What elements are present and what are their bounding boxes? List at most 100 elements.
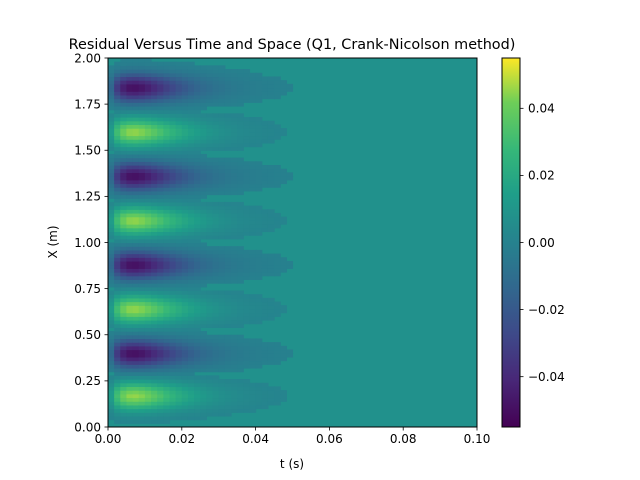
heatmap-cell (138, 364, 146, 369)
heatmap-cell (108, 65, 115, 70)
heatmap-cell (138, 301, 146, 306)
heatmap-cell (132, 91, 140, 96)
heatmap-cell (163, 327, 171, 332)
heatmap-cell (138, 131, 146, 137)
heatmap-cell (132, 65, 140, 70)
heatmap-cell (181, 360, 189, 365)
heatmap-cell (108, 308, 115, 314)
heatmap-cell (132, 212, 140, 218)
heatmap-cell (120, 165, 128, 170)
heatmap-cell (200, 305, 207, 310)
heatmap-cell (267, 179, 275, 185)
heatmap-cell (206, 345, 214, 351)
heatmap-cell (151, 246, 158, 251)
heatmap-cell (126, 102, 134, 107)
heatmap-cell (132, 120, 140, 126)
heatmap-cell (181, 128, 189, 133)
heatmap-cell (187, 408, 195, 413)
heatmap-cell (108, 117, 115, 122)
heatmap-cell (126, 76, 134, 81)
heatmap-cell (224, 408, 232, 413)
heatmap-cell (243, 179, 251, 185)
heatmap-cell (114, 131, 121, 137)
heatmap-cell (126, 65, 134, 70)
heatmap-cell (187, 128, 195, 133)
heatmap-cell (237, 83, 244, 89)
heatmap-cell (261, 128, 269, 133)
heatmap-cell (132, 419, 140, 424)
y-tick-label: 0.50 (74, 328, 101, 342)
heatmap-cell (212, 235, 220, 240)
heatmap-cell (206, 393, 214, 399)
heatmap-cell (157, 334, 164, 340)
heatmap-cell (144, 331, 152, 336)
heatmap-cell (218, 308, 226, 314)
heatmap-cell (114, 83, 121, 89)
heatmap-cell (187, 98, 195, 103)
heatmap-cell (249, 94, 257, 100)
heatmap-cell (157, 294, 164, 299)
heatmap-cell (280, 168, 287, 173)
heatmap-cell (132, 367, 140, 373)
colorbar-ticks: −0.04−0.020.000.020.04 (520, 102, 565, 384)
heatmap-cell (218, 257, 226, 262)
heatmap-cell (163, 393, 171, 399)
heatmap-cell (108, 91, 115, 96)
heatmap-cell (218, 94, 226, 100)
heatmap-cell (212, 257, 220, 262)
heatmap-cell (237, 102, 244, 107)
heatmap-cell (237, 305, 244, 310)
heatmap-cell (151, 76, 158, 81)
heatmap-cell (120, 142, 128, 148)
heatmap-cell (218, 120, 226, 126)
heatmap-cell (206, 87, 214, 92)
heatmap-cell (249, 312, 257, 317)
heatmap-cell (218, 91, 226, 96)
heatmap-cell (237, 91, 244, 96)
heatmap-cell (200, 283, 207, 288)
heatmap-cell (255, 364, 263, 369)
heatmap-cell (120, 238, 128, 244)
heatmap-cell (212, 404, 220, 410)
heatmap-cell (261, 172, 269, 177)
heatmap-cell (194, 150, 201, 155)
heatmap-cell (187, 220, 195, 225)
heatmap-cell (126, 80, 134, 85)
heatmap-cell (206, 76, 214, 81)
heatmap-cell (169, 279, 177, 284)
heatmap-cell (194, 257, 201, 262)
heatmap-cell (200, 102, 207, 107)
heatmap-cell (126, 216, 134, 221)
heatmap-cell (169, 98, 177, 103)
heatmap-cell (243, 76, 251, 81)
heatmap-cell (187, 227, 195, 233)
heatmap-cell (261, 257, 269, 262)
heatmap-cell (224, 382, 232, 388)
heatmap-cell (224, 80, 232, 85)
heatmap-cell (151, 404, 158, 410)
heatmap-cell (138, 212, 146, 218)
heatmap-cell (138, 338, 146, 343)
heatmap-cell (200, 224, 207, 229)
heatmap-cell (151, 316, 158, 321)
heatmap-cell (243, 69, 251, 74)
heatmap-cell (144, 338, 152, 343)
heatmap-cell (175, 371, 183, 376)
heatmap-cell (144, 216, 152, 221)
heatmap-cell (175, 209, 183, 214)
heatmap-cell (194, 290, 201, 295)
heatmap-cell (212, 342, 220, 347)
heatmap-cell (138, 117, 146, 122)
heatmap-cell (206, 308, 214, 314)
heatmap-cell (151, 283, 158, 288)
heatmap-cell (120, 264, 128, 269)
heatmap-cell (187, 102, 195, 107)
heatmap-cell (237, 235, 244, 240)
heatmap-cell (114, 72, 121, 78)
heatmap-cell (187, 390, 195, 395)
heatmap-cell (144, 105, 152, 111)
heatmap-cell (212, 279, 220, 284)
heatmap-cell (163, 353, 171, 358)
heatmap-cell (237, 157, 244, 162)
heatmap-cell (132, 58, 140, 63)
